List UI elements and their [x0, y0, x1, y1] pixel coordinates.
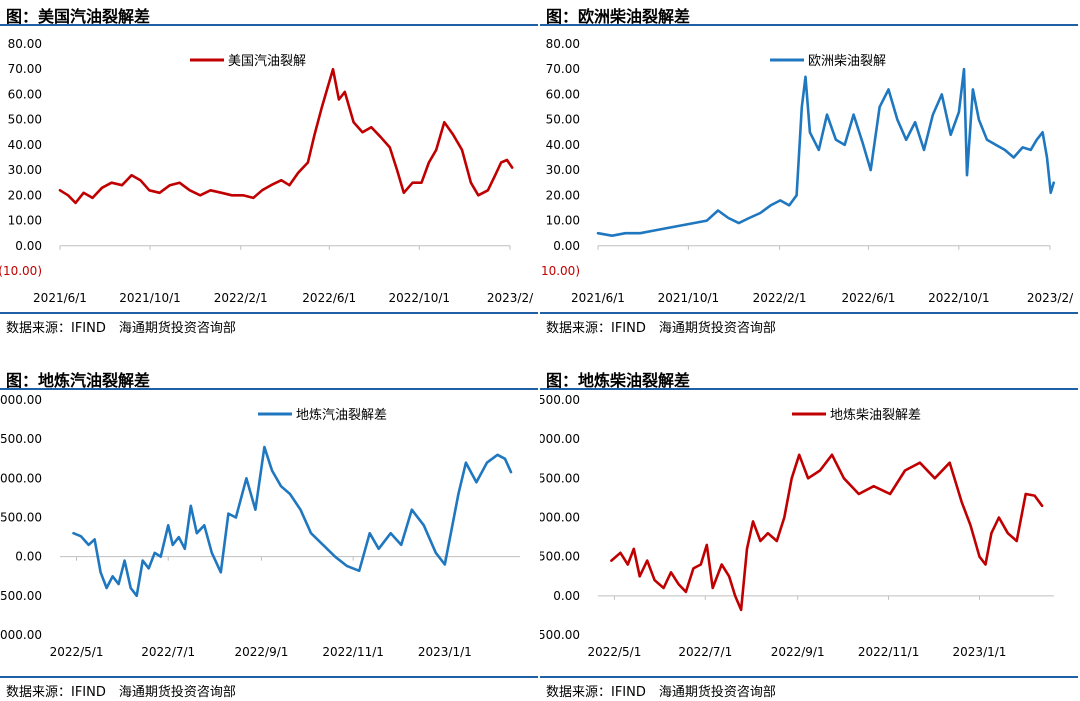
x-tick-label: 2022/10/1 — [928, 291, 990, 305]
bottom-divider — [0, 312, 538, 314]
x-tick-label: 2022/7/1 — [678, 645, 732, 659]
x-tick-label: 2021/10/1 — [658, 291, 720, 305]
legend-label: 地炼汽油裂解差 — [296, 408, 387, 423]
x-tick-label: 2022/2/1 — [214, 291, 268, 305]
x-tick-label: 2022/2/1 — [753, 291, 807, 305]
y-tick-label: -1000.00 — [0, 628, 42, 642]
y-tick-label: 60.00 — [546, 87, 580, 101]
y-tick-label: (10.00) — [540, 264, 580, 278]
x-tick-label: 2021/6/1 — [571, 291, 625, 305]
x-tick-label: 2022/5/1 — [587, 645, 641, 659]
bottom-divider — [0, 676, 538, 678]
y-tick-label: 2000.00 — [540, 432, 580, 446]
y-tick-label: 500.00 — [0, 511, 42, 525]
chart-title: 图：地炼汽油裂解差 — [6, 371, 151, 390]
bottom-divider — [540, 312, 1078, 314]
x-tick-label: 2022/5/1 — [50, 645, 104, 659]
y-tick-label: 1000.00 — [0, 471, 42, 485]
chart-title: 图：美国汽油裂解差 — [6, 7, 151, 26]
source-label: 数据来源：IFIND 海通期货投资咨询部 — [546, 685, 776, 700]
y-tick-label: 80.00 — [8, 37, 42, 51]
y-tick-label: 0.00 — [553, 239, 580, 253]
source-label: 数据来源：IFIND 海通期货投资咨询部 — [6, 685, 236, 700]
y-tick-label: 0.00 — [15, 550, 42, 564]
x-tick-label: 2022/6/1 — [842, 291, 896, 305]
x-tick-label: 2023/2/ — [1027, 291, 1074, 305]
y-tick-label: 40.00 — [8, 138, 42, 152]
line-chart: (10.00) 0.00 10.00 20.00 30.00 40.00 50.00 60.0… — [540, 37, 1074, 305]
top-divider — [540, 388, 1078, 390]
bottom-divider — [540, 676, 1078, 678]
top-divider — [540, 24, 1078, 26]
series-line — [72, 445, 513, 598]
x-tick-label: 2022/11/1 — [322, 645, 384, 659]
y-tick-label: 500.00 — [540, 550, 580, 564]
y-tick-label: 2000.00 — [0, 393, 42, 407]
y-tick-label: 2500.00 — [540, 393, 580, 407]
source-label: 数据来源：IFIND 海通期货投资咨询部 — [6, 321, 236, 336]
series-line — [58, 67, 514, 205]
x-tick-label: 2022/7/1 — [141, 645, 195, 659]
y-tick-label: -500.00 — [0, 589, 42, 603]
legend-label: 美国汽油裂解 — [228, 54, 306, 69]
y-tick-label: 0.00 — [15, 239, 42, 253]
y-tick-label: 10.00 — [8, 214, 42, 228]
x-tick-label: 2022/9/1 — [771, 645, 825, 659]
line-chart: -1000.00 -500.00 0.00 500.00 1000.00 1500.00 2… — [0, 393, 520, 659]
legend-label: 欧洲柴油裂解 — [808, 54, 886, 69]
x-tick-label: 2022/6/1 — [302, 291, 356, 305]
y-tick-label: 0.00 — [553, 589, 580, 603]
source-label: 数据来源：IFIND 海通期货投资咨询部 — [546, 321, 776, 336]
y-tick-label: 50.00 — [8, 113, 42, 127]
x-tick-label: 2023/2/ — [487, 291, 534, 305]
x-tick-label: 2021/6/1 — [33, 291, 87, 305]
y-tick-label: 70.00 — [8, 62, 42, 76]
y-tick-label: 10.00 — [546, 214, 580, 228]
chart-title: 图：欧洲柴油裂解差 — [546, 7, 691, 26]
x-tick-label: 2022/11/1 — [858, 645, 920, 659]
y-tick-label: 20.00 — [8, 188, 42, 202]
legend-label: 地炼柴油裂解差 — [830, 408, 921, 423]
series-line — [610, 453, 1044, 612]
y-tick-label: 60.00 — [8, 87, 42, 101]
y-tick-label: 30.00 — [546, 163, 580, 177]
x-tick-label: 2023/1/1 — [418, 645, 472, 659]
y-tick-label: -500.00 — [540, 628, 580, 642]
y-tick-label: 1000.00 — [540, 511, 580, 525]
chart-title: 图：地炼柴油裂解差 — [546, 371, 691, 390]
y-tick-label: 70.00 — [546, 62, 580, 76]
series-line — [596, 67, 1055, 237]
y-tick-label: 1500.00 — [0, 432, 42, 446]
x-tick-label: 2023/1/1 — [953, 645, 1007, 659]
y-tick-label: 1500.00 — [540, 471, 580, 485]
y-tick-label: 30.00 — [8, 163, 42, 177]
y-tick-label: 20.00 — [546, 188, 580, 202]
y-tick-label: (10.00) — [0, 264, 42, 278]
y-tick-label: 80.00 — [546, 37, 580, 51]
top-divider — [0, 24, 538, 26]
y-tick-label: 40.00 — [546, 138, 580, 152]
line-chart: (10.00) 0.00 10.00 20.00 30.00 40.00 50.00 60.0… — [0, 37, 534, 305]
y-tick-label: 50.00 — [546, 113, 580, 127]
line-chart: -500.00 0.00 500.00 1000.00 1500.00 2000.00 25… — [540, 393, 1054, 659]
top-divider — [0, 388, 538, 390]
x-tick-label: 2022/9/1 — [234, 645, 288, 659]
x-tick-label: 2021/10/1 — [119, 291, 181, 305]
x-tick-label: 2022/10/1 — [388, 291, 450, 305]
